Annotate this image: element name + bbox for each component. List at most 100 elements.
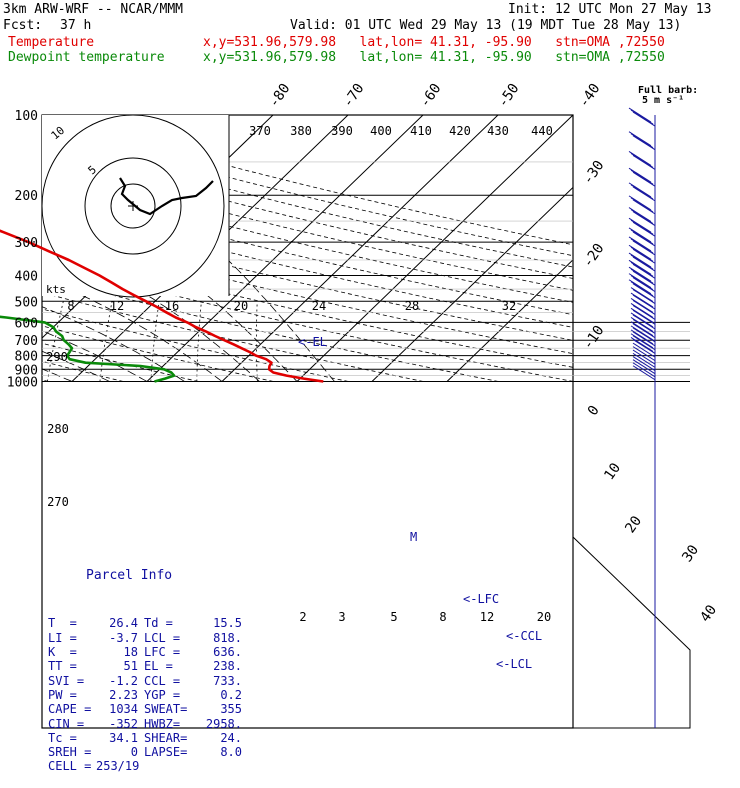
mixing-ratio-label: 16 [165, 299, 179, 313]
parcel-value: 26.4 [96, 616, 138, 630]
pressure-tick-label: 100 [15, 109, 38, 124]
isotherm-label: 40 [697, 602, 720, 625]
parcel-value-2: 15.5 [192, 616, 242, 630]
parcel-info-panel: Parcel Info T =26.4 Td =15.5 LI =-3.7 LCL =… [48, 540, 242, 788]
isotherm-label: 30 [679, 542, 702, 565]
parcel-value-2: 0.2 [192, 688, 242, 702]
m-annotation: M [410, 530, 417, 544]
parcel-value-2: 8.0 [192, 745, 242, 759]
parcel-value-2: 24. [192, 731, 242, 745]
ccl-annotation: <-CCL [506, 629, 542, 643]
parcel-value: -3.7 [96, 631, 138, 645]
parcel-info-row: CIN =-352 HWBZ=2958. [48, 717, 242, 731]
pressure-tick-label: 1000 [7, 376, 38, 391]
mixing-ratio-label: 28 [405, 299, 419, 313]
parcel-label: PW = [48, 688, 96, 702]
wind-barb [633, 366, 655, 380]
parcel-info-title: Parcel Info [86, 569, 242, 583]
parcel-value-2: 2958. [192, 717, 242, 731]
pressure-tick-label: 200 [15, 189, 38, 204]
parcel-value-2: 733. [192, 674, 242, 688]
theta-label: 390 [331, 124, 353, 138]
theta-label: 290 [46, 350, 68, 364]
parcel-label-2: SHEAR= [144, 731, 192, 745]
pressure-tick-label: 300 [15, 236, 38, 251]
isotherm-line [222, 115, 498, 382]
wind-barb [629, 218, 655, 236]
parcel-label-2: CCL = [144, 674, 192, 688]
hodograph: 10 5 kts [42, 115, 229, 297]
parcel-value: 253/19 [96, 759, 138, 773]
parcel-label-2: LCL = [144, 631, 192, 645]
parcel-label: Tc = [48, 731, 96, 745]
pressure-tick-label: 600 [15, 316, 38, 331]
mixing-ratio-label: 20 [234, 299, 248, 313]
parcel-value: 0 [96, 745, 138, 759]
mixing-ratio-label: 20 [537, 610, 551, 624]
isotherm-label: 20 [622, 513, 645, 536]
theta-label: 410 [410, 124, 432, 138]
parcel-label-2: YGP = [144, 688, 192, 702]
parcel-label: TT = [48, 659, 96, 673]
wind-barb [629, 108, 655, 126]
wind-barb [629, 245, 655, 263]
parcel-label: CIN = [48, 717, 96, 731]
el-annotation: <-EL [298, 335, 327, 349]
theta-label: 270 [47, 495, 69, 509]
parcel-label: CELL = [48, 759, 96, 773]
theta-label: 380 [290, 124, 312, 138]
isotherm-label: -70 [340, 81, 368, 111]
parcel-label: CAPE = [48, 702, 96, 716]
wind-barbs [629, 108, 655, 728]
pressure-tick-label: 500 [15, 295, 38, 310]
hodograph-units: kts [46, 283, 66, 296]
parcel-value-2: 818. [192, 631, 242, 645]
parcel-label: SVI = [48, 674, 96, 688]
theta-label: 400 [370, 124, 392, 138]
theta-label: 420 [449, 124, 471, 138]
lfc-annotation: <-LFC [463, 592, 499, 606]
parcel-value: 1034 [96, 702, 138, 716]
parcel-label-2: Td = [144, 616, 192, 630]
parcel-value-2: 636. [192, 645, 242, 659]
parcel-value: 34.1 [96, 731, 138, 745]
parcel-label: LI = [48, 631, 96, 645]
mixing-ratio-label: 2 [299, 610, 306, 624]
parcel-value: -1.2 [96, 674, 138, 688]
theta-label: 280 [47, 422, 69, 436]
isotherm-label: 0 [585, 403, 603, 419]
parcel-label: K = [48, 645, 96, 659]
isotherm-label: -50 [495, 81, 523, 111]
isotherm-label: -30 [580, 158, 608, 188]
parcel-value-2: 238. [192, 659, 242, 673]
parcel-info-row: K =18 LFC =636. [48, 645, 242, 659]
parcel-value: 51 [96, 659, 138, 673]
parcel-label: T = [48, 616, 96, 630]
mixing-ratio-label: 8 [439, 610, 446, 624]
parcel-label-2: EL = [144, 659, 192, 673]
parcel-info-row: Tc =34.1 SHEAR=24. [48, 731, 242, 745]
plot-frame-extension [573, 537, 690, 728]
isotherm-label: -60 [417, 81, 445, 111]
mixing-ratio-label: 32 [502, 299, 516, 313]
theta-label: 430 [487, 124, 509, 138]
mixing-ratio-label: 12 [110, 299, 124, 313]
theta-label: 370 [249, 124, 271, 138]
parcel-value: 18 [96, 645, 138, 659]
mixing-ratio-label: 8 [67, 299, 74, 313]
mixing-ratio-label: 12 [480, 610, 494, 624]
pressure-tick-label: 700 [15, 334, 38, 349]
parcel-info-row: LI =-3.7 LCL =818. [48, 631, 242, 645]
parcel-label-2: LFC = [144, 645, 192, 659]
mixing-ratio-label: 5 [390, 610, 397, 624]
mixing-ratio-label: 3 [338, 610, 345, 624]
parcel-value: -352 [96, 717, 138, 731]
parcel-label-2: HWBZ= [144, 717, 192, 731]
wind-barb [629, 151, 655, 169]
isotherm-label: -40 [576, 81, 604, 111]
wind-barb [629, 168, 655, 186]
parcel-value-2: 355 [192, 702, 242, 716]
